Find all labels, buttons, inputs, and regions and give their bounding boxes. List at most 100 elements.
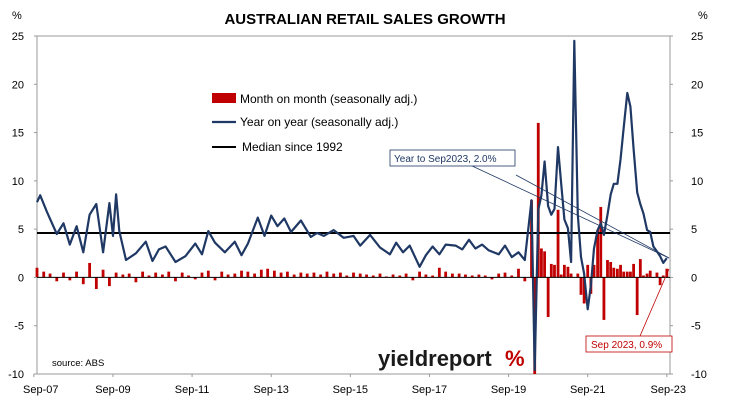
mom-bar xyxy=(523,277,527,282)
mom-bar xyxy=(431,275,435,278)
callout-yoy-leader-2 xyxy=(515,174,670,259)
mom-bar xyxy=(127,273,131,278)
y-tick-label-left: 15 xyxy=(12,128,24,140)
callout-yoy: Year to Sep2023, 2.0% xyxy=(389,149,670,259)
y-tick-label-left: -5 xyxy=(14,321,24,333)
mom-bar xyxy=(371,275,375,278)
mom-bar xyxy=(648,270,652,278)
mom-bar xyxy=(569,273,573,278)
mom-bar xyxy=(233,273,237,278)
mom-bar xyxy=(319,274,323,278)
mom-bar xyxy=(299,272,303,278)
mom-bar xyxy=(599,206,603,278)
mom-bar xyxy=(81,277,85,285)
mom-bar xyxy=(121,274,125,278)
mom-bar xyxy=(497,273,501,278)
mom-bar xyxy=(510,275,514,278)
mom-bar xyxy=(470,275,474,278)
mom-bar xyxy=(240,270,243,278)
mom-bar xyxy=(134,277,138,283)
mom-bar xyxy=(259,269,263,278)
legend-label-mom: Month on month (seasonally adj.) xyxy=(240,92,417,106)
y-tick-label-left: 5 xyxy=(18,224,24,236)
mom-bar xyxy=(75,271,78,278)
mom-bar xyxy=(411,277,415,281)
mom-bar xyxy=(141,271,145,278)
legend-label-median: Median since 1992 xyxy=(242,140,343,154)
y-tick-label-left: 0 xyxy=(18,272,24,284)
callout-mom-text: Sep 2023, 0.9% xyxy=(591,340,662,351)
mom-bar xyxy=(292,274,296,278)
callout-yoy-leader-1 xyxy=(469,164,670,259)
mom-bar xyxy=(582,277,586,304)
mom-bar xyxy=(606,260,609,278)
x-tick-label: Sep-23 xyxy=(651,384,686,396)
mom-bar xyxy=(88,262,92,278)
mom-bar xyxy=(253,273,256,278)
x-tick-label: Sep-07 xyxy=(23,384,58,396)
mom-bar xyxy=(576,273,580,278)
mom-bar xyxy=(517,268,520,278)
legend-swatch-mom xyxy=(212,93,236,103)
x-tick-label: Sep-17 xyxy=(412,384,447,396)
mom-bar xyxy=(602,277,606,320)
y-tick-label-left: 20 xyxy=(12,79,24,91)
mom-bar xyxy=(464,274,467,278)
mom-bar xyxy=(286,271,289,278)
chart-title: AUSTRALIAN RETAIL SALES GROWTH xyxy=(224,11,505,28)
mom-bar xyxy=(645,273,649,278)
mom-bar xyxy=(451,273,454,278)
mom-bar xyxy=(206,270,210,278)
mom-bar xyxy=(272,270,276,278)
yoy-line xyxy=(36,39,668,372)
legend: Month on month (seasonally adj.) Year on… xyxy=(212,92,417,154)
y-tick-label-left: 25 xyxy=(12,31,24,43)
mom-bar xyxy=(444,271,448,278)
mom-bar xyxy=(546,277,550,318)
mom-bar xyxy=(418,271,421,278)
mom-bar xyxy=(279,272,283,278)
mom-bar xyxy=(543,251,546,278)
mom-bar xyxy=(596,230,599,278)
mom-bar xyxy=(68,277,72,281)
mom-bar xyxy=(483,275,487,278)
x-tick-label: Sep-11 xyxy=(175,384,210,396)
x-tick-label: Sep-13 xyxy=(253,384,288,396)
mom-bar xyxy=(226,274,230,278)
mom-bar xyxy=(352,272,355,278)
mom-bar xyxy=(609,261,613,278)
legend-label-yoy: Year on year (seasonally adj.) xyxy=(240,115,398,129)
x-tick-label: Sep-21 xyxy=(570,384,605,396)
mom-bar xyxy=(147,275,151,278)
mom-bar xyxy=(35,267,39,278)
mom-bar xyxy=(345,275,349,278)
mom-bar xyxy=(200,272,204,278)
mom-bar xyxy=(556,209,560,278)
mom-bar xyxy=(622,271,626,278)
y-tick-label-right: 0 xyxy=(691,272,697,284)
mom-bar xyxy=(586,264,590,278)
mom-bar xyxy=(339,272,342,278)
mom-bar xyxy=(404,273,408,278)
mom-bar xyxy=(174,277,177,282)
mom-bar xyxy=(114,272,118,278)
mom-bar xyxy=(305,273,309,278)
mom-bar xyxy=(553,264,556,278)
mom-bar xyxy=(213,277,217,281)
y-unit-right: % xyxy=(698,10,708,22)
mom-bar xyxy=(457,273,461,278)
mom-bar xyxy=(661,275,665,278)
y-unit-left: % xyxy=(12,10,22,22)
y-tick-label-right: 5 xyxy=(691,224,697,236)
mom-bar xyxy=(266,268,270,278)
callout-yoy-box xyxy=(389,149,516,167)
mom-bar xyxy=(477,274,481,278)
mom-bar xyxy=(632,263,635,278)
y-tick-label-right: -5 xyxy=(691,321,701,333)
y-tick-label-right: -10 xyxy=(691,369,707,381)
mom-bar xyxy=(579,277,583,295)
mom-bar xyxy=(424,274,428,278)
x-tick-label: Sep-19 xyxy=(491,384,526,396)
mom-bar xyxy=(536,122,540,278)
mom-bar xyxy=(193,277,197,280)
